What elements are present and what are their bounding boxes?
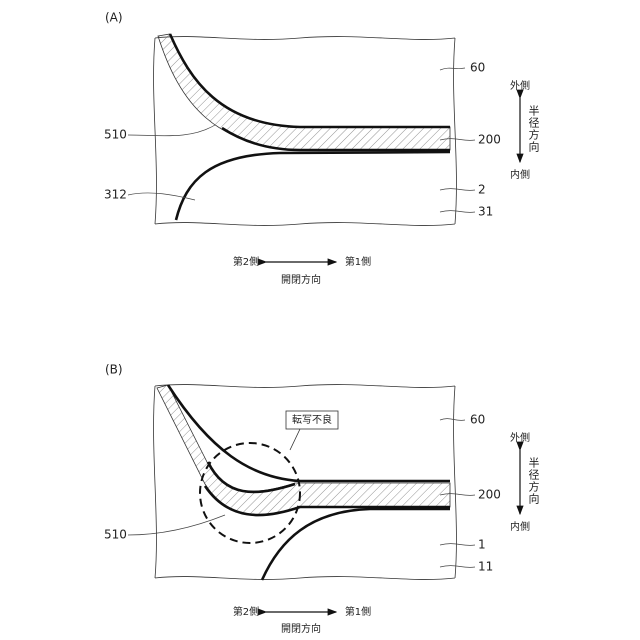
ref: 510 [104,128,127,142]
ref: 510 [104,528,127,542]
ref: 200 [478,488,501,502]
axial-first: 第1側 [345,255,371,268]
ref: 60 [470,413,485,427]
boundary [262,509,450,580]
ref: 2 [478,183,486,197]
axial-first: 第1側 [345,605,371,618]
panel-b: (B) 転写不良 60 200 510 1 11 外側 半径方向 内側 第2側 … [104,363,540,636]
ref: 60 [470,61,485,75]
radial-direction: 半径方向 [527,456,540,505]
callout: 転写不良 [292,413,332,426]
ref: 11 [478,560,493,574]
hatched-layer [158,34,450,150]
panel-label: (B) [105,363,123,377]
panel-label: (A) [105,11,123,25]
boundary [176,152,450,220]
axial-second: 第2側 [233,255,259,268]
radial-outer: 外側 [510,79,530,92]
radial-inner: 内側 [510,520,530,533]
axial-second: 第2側 [233,605,259,618]
radial-direction: 半径方向 [527,104,540,153]
diagram: (A) 60 510 200 312 2 31 外側 半径方向 内側 第2側 第… [0,0,640,640]
ref: 312 [104,188,127,202]
radial-inner: 内側 [510,168,530,181]
radial-outer: 外側 [510,431,530,444]
hatched-layer [157,385,450,515]
axial-direction: 開閉方向 [281,622,321,635]
ref: 31 [478,205,493,219]
axial-direction: 開閉方向 [281,273,321,286]
ref: 200 [478,133,501,147]
ref: 1 [478,538,486,552]
panel-a: (A) 60 510 200 312 2 31 外側 半径方向 内側 第2側 第… [104,11,540,287]
